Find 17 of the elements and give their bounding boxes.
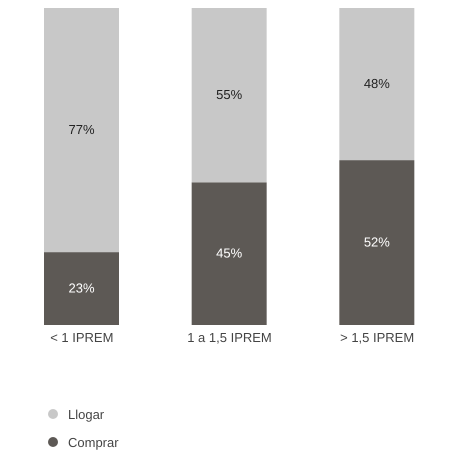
bar xyxy=(192,182,267,325)
data-label: 23% xyxy=(68,280,95,296)
legend-label: Comprar xyxy=(68,434,119,450)
x-tick-label: < 1 IPREM xyxy=(50,330,114,346)
data-label: 55% xyxy=(216,87,243,102)
data-label: 77% xyxy=(68,122,95,138)
data-label: 48% xyxy=(364,76,390,92)
data-label: 52% xyxy=(364,234,390,250)
bar xyxy=(339,8,414,160)
bar xyxy=(44,8,119,252)
data-label: 45% xyxy=(216,246,243,261)
bar xyxy=(192,8,267,182)
bar xyxy=(44,252,119,325)
legend-label: Llogar xyxy=(68,406,104,422)
x-tick-label: 1 a 1,5 IPREM xyxy=(187,330,272,346)
bar xyxy=(339,160,414,325)
x-tick-label: > 1,5 IPREM xyxy=(340,330,414,346)
